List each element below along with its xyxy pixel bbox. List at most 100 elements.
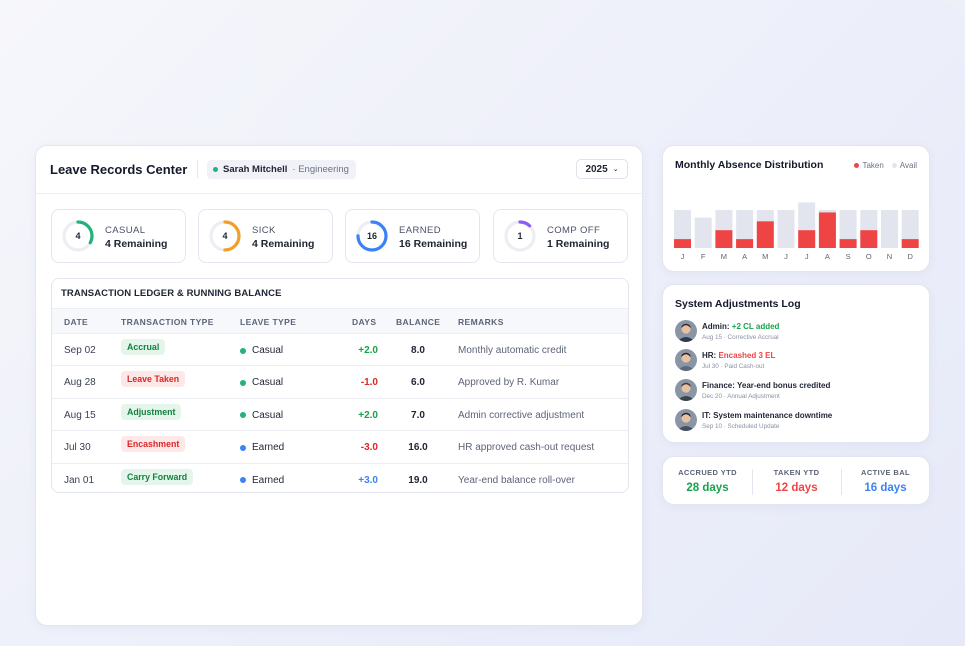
leave-remaining: 4 Remaining [105, 238, 168, 250]
cell-leave-type: Casual [240, 410, 283, 421]
cell-balance: 7.0 [411, 409, 425, 421]
cell-balance: 19.0 [408, 474, 428, 486]
x-tick-label: J [681, 252, 685, 261]
cell-balance: 8.0 [411, 345, 425, 356]
adjustment-text: HR: Encashed 3 EL [702, 351, 775, 360]
adjustment-actor: HR: [702, 351, 719, 360]
avatar [675, 349, 697, 371]
stat-value: 12 days [775, 482, 818, 494]
adjustments-title: System Adjustments Log [675, 298, 801, 310]
table-row[interactable]: Jan 01 Carry Forward Earned +3.0 19.0 Year-en… [52, 462, 628, 492]
x-tick-label: M [721, 252, 727, 261]
cell-days: +2.0 [358, 345, 378, 356]
stat-label: TAKEN YTD [773, 468, 820, 477]
leave-card-comp-off[interactable]: 1 COMP OFF 1 Remaining [493, 209, 628, 263]
stat-value: 28 days [686, 482, 729, 494]
bar-avail-1[interactable] [694, 217, 712, 248]
adjustment-change: Encashed 3 EL [718, 351, 776, 360]
leave-balance-cards: 4 CASUAL 4 Remaining 4 SICK 4 Remaining 16 EARN… [51, 209, 629, 263]
bar-avail-8[interactable] [839, 210, 857, 248]
bar-taken-4[interactable] [756, 221, 774, 248]
ledger-title: TRANSACTION LEDGER & RUNNING BALANCE [52, 279, 628, 309]
leave-remaining: 4 Remaining [252, 238, 315, 250]
column-header-days[interactable]: DAYS [352, 317, 377, 327]
leave-type-dot-icon [240, 412, 246, 419]
column-header-remarks[interactable]: REMARKS [458, 317, 504, 327]
stat-value: 16 days [864, 482, 907, 494]
table-row[interactable]: Sep 02 Accrual Casual +2.0 8.0 Monthly automa… [52, 333, 628, 365]
leave-type-label: Casual [252, 345, 284, 356]
table-row[interactable]: Aug 28 Leave Taken Casual -1.0 6.0 Approved b… [52, 365, 628, 397]
adjustment-meta: Dec 20 · Annual Adjustment [702, 393, 780, 400]
stat-divider [841, 469, 842, 495]
bar-avail-11[interactable] [901, 210, 919, 248]
bar-avail-10[interactable] [881, 210, 898, 248]
transaction-type-badge: Carry Forward [121, 468, 194, 485]
cell-date: Jul 30 [64, 442, 91, 454]
transaction-type-badge: Accrual [121, 339, 166, 355]
cell-leave-type: Earned [240, 442, 284, 453]
cell-transaction-type: Adjustment [121, 403, 182, 421]
employee-department: · Engineering [292, 164, 349, 175]
bar-taken-6[interactable] [798, 230, 816, 248]
bar-avail-5[interactable] [777, 210, 795, 248]
header-divider [197, 160, 198, 178]
transaction-type-badge: Leave Taken [121, 371, 186, 388]
bar-taken-7[interactable] [818, 212, 836, 248]
column-header-leave-type[interactable]: LEAVE TYPE [240, 317, 297, 327]
bar-avail-0[interactable] [674, 210, 691, 248]
cell-days: +3.0 [358, 474, 378, 486]
leave-card-sick[interactable]: 4 SICK 4 Remaining [198, 209, 333, 263]
table-row[interactable]: Jul 30 Encashment Earned -3.0 16.0 HR approve… [52, 430, 628, 462]
bar-taken-8[interactable] [839, 239, 857, 248]
cell-transaction-type: Carry Forward [121, 468, 194, 486]
x-tick-label: O [866, 252, 872, 261]
cell-remarks: Admin corrective adjustment [458, 409, 585, 421]
bar-avail-3[interactable] [736, 210, 754, 248]
bar-taken-9[interactable] [860, 230, 878, 248]
progress-ring-icon [504, 220, 536, 252]
leave-type-dot-icon [240, 379, 246, 386]
cell-date: Jan 01 [64, 474, 95, 486]
leave-remaining: 16 Remaining [399, 238, 468, 250]
column-header-balance[interactable]: BALANCE [396, 317, 441, 327]
status-dot-icon [213, 167, 218, 172]
cell-remarks: Year-end balance roll-over [458, 474, 575, 486]
cell-remarks: Approved by R. Kumar [458, 377, 560, 389]
table-body: Sep 02 Accrual Casual +2.0 8.0 Monthly automa… [52, 333, 628, 492]
bar-taken-2[interactable] [715, 230, 733, 248]
bar-taken-11[interactable] [901, 239, 919, 248]
legend-taken-label: Taken [862, 161, 884, 170]
cell-transaction-type: Encashment [121, 436, 186, 453]
column-header-date[interactable]: DATE [64, 317, 89, 327]
cell-leave-type: Casual [240, 377, 283, 388]
leave-card-casual[interactable]: 4 CASUAL 4 Remaining [51, 209, 186, 263]
cell-days: -3.0 [360, 442, 378, 454]
adjustment-item[interactable]: Admin: +2 CL added Aug 15 · Corrective Ac… [675, 320, 915, 344]
leave-remaining: 1 Remaining [547, 238, 610, 250]
year-select[interactable]: 2025 ⌄ [576, 159, 628, 179]
legend-avail-swatch [891, 163, 897, 168]
leave-type-dot-icon [240, 347, 246, 354]
leave-type-label: SICK [252, 225, 276, 236]
leave-card-earned[interactable]: 16 EARNED 16 Remaining [345, 209, 480, 263]
bar-taken-0[interactable] [674, 239, 691, 248]
adjustment-item[interactable]: HR: Encashed 3 EL Jul 30 · Paid Cash-out [675, 349, 915, 373]
bar-taken-3[interactable] [736, 239, 754, 248]
leave-type-label: Earned [252, 442, 285, 454]
transaction-ledger: TRANSACTION LEDGER & RUNNING BALANCE DAT… [51, 278, 629, 493]
adjustment-meta: Jul 30 · Paid Cash-out [702, 363, 765, 370]
table-row[interactable]: Aug 15 Adjustment Casual +2.0 7.0 Admin corre… [52, 397, 628, 430]
employee-name: Sarah Mitchell [223, 164, 288, 175]
ytd-summary: ACCRUED YTD 28 days TAKEN YTD 12 days ACTIVE… [662, 456, 930, 505]
x-tick-label: J [784, 252, 788, 261]
adjustment-text: Finance: Year-end bonus credited [702, 381, 830, 390]
adjustment-actor: Finance: Year-end bonus credited [702, 381, 831, 390]
adjustment-item[interactable]: IT: System maintenance downtime Sep 10 · … [675, 409, 915, 433]
employee-chip[interactable]: Sarah Mitchell · Engineering [207, 160, 356, 179]
column-header-transaction-type[interactable]: TRANSACTION TYPE [121, 317, 214, 327]
stat-label: ACCRUED YTD [678, 468, 737, 477]
table-header: DATE TRANSACTION TYPE LEAVE TYPE DAYS BA… [52, 309, 628, 333]
chart-title: Monthly Absence Distribution [675, 159, 824, 171]
adjustment-item[interactable]: Finance: Year-end bonus credited Dec 20 ·… [675, 379, 915, 403]
